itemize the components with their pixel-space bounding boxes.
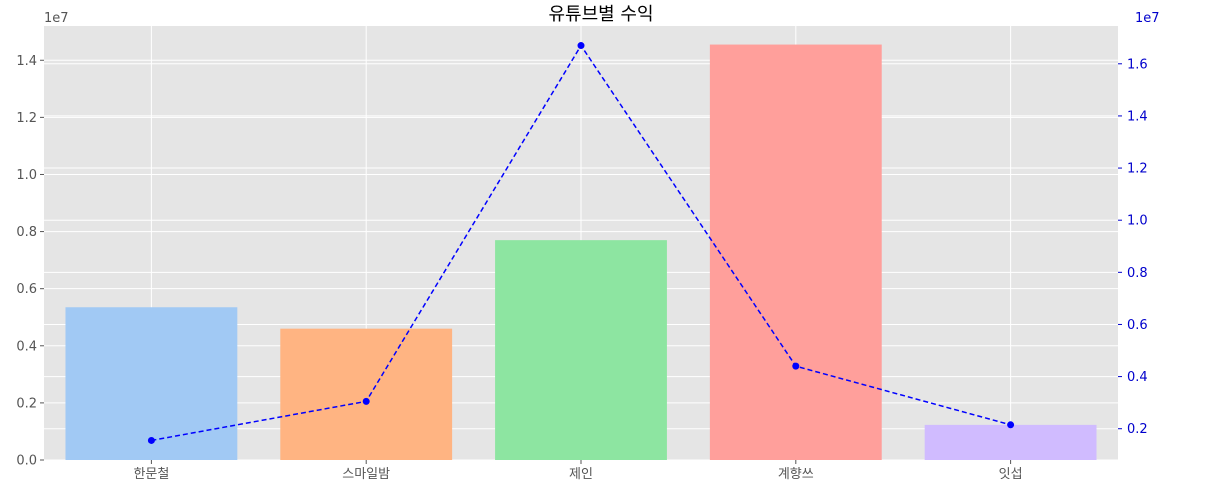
right-tick-label: 1.4 [1127,109,1148,124]
bar [495,240,667,460]
left-y-axis: 0.0 0.2 0.4 0.6 0.8 1.0 1.2 1.4 [16,54,44,469]
x-tick-label: 제인 [569,467,593,482]
left-tick-label: 0.2 [16,396,37,411]
x-axis: 한문철 스마일밤 제인 계향쓰 잇섭 [133,460,1023,482]
line-point [362,397,370,405]
right-tick-label: 0.6 [1127,318,1148,333]
right-tick-label: 0.2 [1127,422,1148,437]
right-tick-label: 0.4 [1127,370,1148,385]
bar [280,328,453,460]
left-tick-label: 1.0 [16,168,37,183]
x-tick-label: 스마일밤 [342,467,390,482]
right-tick-label: 1.6 [1127,57,1148,72]
left-tick-label: 0.8 [16,225,37,240]
x-tick-label: 잇섭 [999,467,1023,482]
bar [65,307,238,460]
left-tick-label: 0.4 [16,339,37,354]
left-axis-offset-label: 1e7 [44,11,69,26]
bar [924,424,1097,460]
left-tick-label: 0.0 [16,454,37,469]
left-tick-label: 1.2 [16,111,37,126]
right-tick-label: 0.8 [1127,266,1148,281]
line-series [147,42,1015,444]
x-tick-label: 한문철 [133,467,169,482]
chart-title: 유튜브별 수익 [548,4,653,25]
right-y-axis: 0.2 0.4 0.6 0.8 1.0 1.2 1.4 1.6 [1118,57,1148,437]
x-tick-label: 계향쓰 [778,467,814,482]
line-point [792,362,800,370]
right-tick-label: 1.2 [1127,162,1148,177]
right-axis-offset-label: 1e7 [1135,11,1160,26]
bar-series [65,44,1097,461]
left-tick-label: 1.4 [16,54,37,69]
bar [709,44,882,461]
right-tick-label: 1.0 [1127,214,1148,229]
line-point [577,42,585,50]
line-point [147,436,155,444]
left-tick-label: 0.6 [16,282,37,297]
line-point [1007,421,1015,429]
